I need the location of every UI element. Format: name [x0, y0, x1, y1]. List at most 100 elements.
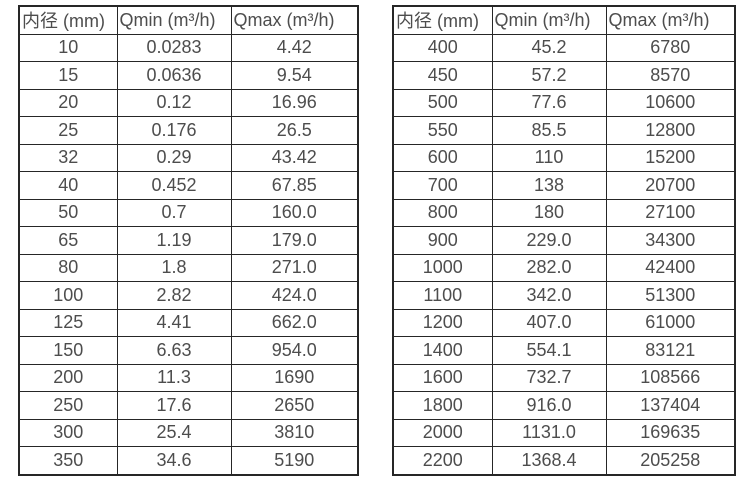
qmin-cell: 554.1 [491, 336, 607, 365]
qmax-cell: 16.96 [230, 88, 359, 117]
table-row: 450 57.2 8570 [392, 61, 736, 90]
table-row: 100 2.82 424.0 [18, 281, 359, 310]
inner-diameter-cell: 1400 [392, 336, 493, 365]
header-inner-diameter: 内径 (mm) [18, 5, 118, 35]
table-row: 200 11.3 1690 [18, 363, 359, 392]
qmax-cell: 424.0 [230, 281, 359, 310]
inner-diameter-cell: 125 [18, 308, 118, 337]
inner-diameter-cell: 50 [18, 198, 118, 227]
qmin-cell: 0.452 [116, 171, 232, 200]
qmax-cell: 26.5 [230, 116, 359, 145]
qmin-cell: 57.2 [491, 61, 607, 90]
inner-diameter-cell: 600 [392, 143, 493, 172]
table-body: 10 0.0283 4.42 15 0.0636 9.54 20 0.12 16.96 25 0.1… [18, 33, 359, 475]
inner-diameter-cell: 25 [18, 116, 118, 145]
qmax-cell: 67.85 [230, 171, 359, 200]
inner-diameter-cell: 400 [392, 33, 493, 62]
qmin-cell: 180 [491, 198, 607, 227]
qmin-cell: 11.3 [116, 363, 232, 392]
qmax-cell: 27100 [605, 198, 736, 227]
qmax-cell: 8570 [605, 61, 736, 90]
qmax-cell: 662.0 [230, 308, 359, 337]
header-qmin: Qmin (m³/h) [491, 5, 607, 35]
table-row: 1000 282.0 42400 [392, 253, 736, 282]
inner-diameter-cell: 1000 [392, 253, 493, 282]
header-qmax: Qmax (m³/h) [230, 5, 359, 35]
inner-diameter-cell: 300 [18, 418, 118, 447]
header-qmax: Qmax (m³/h) [605, 5, 736, 35]
qmax-cell: 137404 [605, 391, 736, 420]
qmin-cell: 45.2 [491, 33, 607, 62]
inner-diameter-cell: 65 [18, 226, 118, 255]
qmax-cell: 4.42 [230, 33, 359, 62]
qmin-cell: 2.82 [116, 281, 232, 310]
inner-diameter-cell: 20 [18, 88, 118, 117]
inner-diameter-cell: 800 [392, 198, 493, 227]
qmin-cell: 282.0 [491, 253, 607, 282]
table-row: 1200 407.0 61000 [392, 308, 736, 337]
table-row: 250 17.6 2650 [18, 391, 359, 420]
inner-diameter-cell: 2000 [392, 418, 493, 447]
inner-diameter-cell: 900 [392, 226, 493, 255]
table-row: 25 0.176 26.5 [18, 116, 359, 145]
qmin-cell: 6.63 [116, 336, 232, 365]
header-qmin: Qmin (m³/h) [116, 5, 232, 35]
inner-diameter-cell: 350 [18, 446, 118, 475]
inner-diameter-cell: 700 [392, 171, 493, 200]
table-row: 40 0.452 67.85 [18, 171, 359, 200]
table-row: 350 34.6 5190 [18, 446, 359, 475]
qmax-cell: 43.42 [230, 143, 359, 172]
table-row: 300 25.4 3810 [18, 418, 359, 447]
qmin-cell: 85.5 [491, 116, 607, 145]
inner-diameter-cell: 1600 [392, 363, 493, 392]
table-row: 15 0.0636 9.54 [18, 61, 359, 90]
table-row: 50 0.7 160.0 [18, 198, 359, 227]
inner-diameter-cell: 2200 [392, 446, 493, 475]
qmin-cell: 229.0 [491, 226, 607, 255]
inner-diameter-cell: 200 [18, 363, 118, 392]
qmin-cell: 0.0636 [116, 61, 232, 90]
inner-diameter-cell: 15 [18, 61, 118, 90]
qmin-cell: 0.12 [116, 88, 232, 117]
flow-table-small-diameters: 内径 (mm) Qmin (m³/h) Qmax (m³/h) 10 0.0283… [18, 5, 359, 476]
inner-diameter-cell: 450 [392, 61, 493, 90]
table-row: 150 6.63 954.0 [18, 336, 359, 365]
table-body: 400 45.2 6780 450 57.2 8570 500 77.6 10600 550 85.… [392, 33, 736, 475]
qmax-cell: 169635 [605, 418, 736, 447]
table-row: 1100 342.0 51300 [392, 281, 736, 310]
table-row: 500 77.6 10600 [392, 88, 736, 117]
qmin-cell: 0.7 [116, 198, 232, 227]
inner-diameter-cell: 32 [18, 143, 118, 172]
qmax-cell: 61000 [605, 308, 736, 337]
inner-diameter-cell: 150 [18, 336, 118, 365]
qmin-cell: 1.19 [116, 226, 232, 255]
qmax-cell: 205258 [605, 446, 736, 475]
qmin-cell: 77.6 [491, 88, 607, 117]
inner-diameter-cell: 1100 [392, 281, 493, 310]
qmax-cell: 3810 [230, 418, 359, 447]
inner-diameter-cell: 1800 [392, 391, 493, 420]
table-row: 32 0.29 43.42 [18, 143, 359, 172]
qmin-cell: 407.0 [491, 308, 607, 337]
table-row: 800 180 27100 [392, 198, 736, 227]
qmax-cell: 954.0 [230, 336, 359, 365]
table-row: 2000 1131.0 169635 [392, 418, 736, 447]
table-row: 400 45.2 6780 [392, 33, 736, 62]
qmin-cell: 34.6 [116, 446, 232, 475]
inner-diameter-cell: 250 [18, 391, 118, 420]
inner-diameter-cell: 1200 [392, 308, 493, 337]
table-row: 900 229.0 34300 [392, 226, 736, 255]
qmax-cell: 10600 [605, 88, 736, 117]
qmin-cell: 110 [491, 143, 607, 172]
qmin-cell: 0.176 [116, 116, 232, 145]
qmax-cell: 179.0 [230, 226, 359, 255]
qmin-cell: 0.0283 [116, 33, 232, 62]
inner-diameter-cell: 550 [392, 116, 493, 145]
table-row: 80 1.8 271.0 [18, 253, 359, 282]
inner-diameter-cell: 100 [18, 281, 118, 310]
table-row: 600 110 15200 [392, 143, 736, 172]
table-row: 65 1.19 179.0 [18, 226, 359, 255]
qmax-cell: 9.54 [230, 61, 359, 90]
qmax-cell: 34300 [605, 226, 736, 255]
